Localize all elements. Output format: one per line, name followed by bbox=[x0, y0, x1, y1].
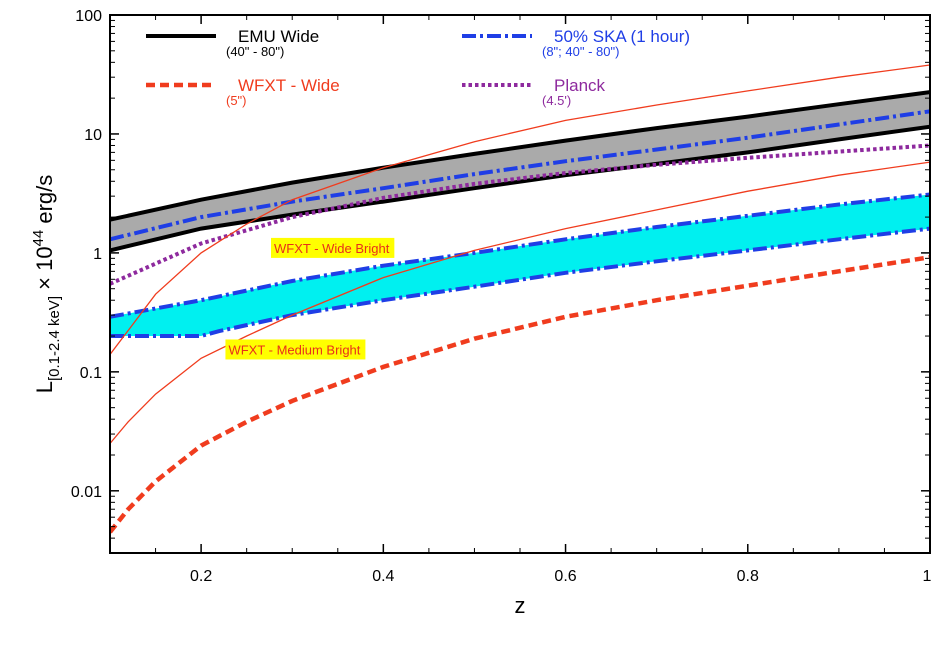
legend-label-3: Planck bbox=[554, 76, 606, 95]
x-tick-label: 0.4 bbox=[372, 568, 394, 585]
legend-label-0: EMU Wide bbox=[238, 27, 319, 46]
legend-label-1: 50% SKA (1 hour) bbox=[554, 27, 690, 46]
legend-detail-0: (40" - 80") bbox=[226, 44, 284, 59]
series-line-7 bbox=[110, 64, 930, 355]
axis-ticks: 0.01 0.1 1 10 100 0.2 0.4 0.6 0.8 1 bbox=[71, 8, 932, 585]
annotations: WFXT - Wide Bright WFXT - Medium Bright bbox=[225, 237, 395, 360]
annotation-0: WFXT - Wide Bright bbox=[271, 237, 395, 258]
x-tick-label: 0.8 bbox=[737, 568, 759, 585]
annotation-bg bbox=[225, 339, 366, 360]
series-line-0 bbox=[110, 90, 930, 222]
y-tick-label: 100 bbox=[75, 8, 102, 25]
series-line-5 bbox=[110, 143, 930, 286]
annotation-bg bbox=[271, 237, 395, 258]
series-line-6 bbox=[110, 254, 930, 534]
x-axis-title: z bbox=[515, 593, 526, 618]
legend-detail-3: (4.5') bbox=[542, 93, 571, 108]
y-axis-title-tail: erg/s bbox=[32, 175, 57, 230]
series-line-1 bbox=[110, 124, 930, 253]
y-tick-label: 0.1 bbox=[80, 365, 102, 382]
y-axis-title-superscript: 44 bbox=[30, 230, 47, 247]
y-tick-label: 1 bbox=[93, 246, 102, 263]
x-tick-label: 0.2 bbox=[190, 568, 212, 585]
annotation-label: WFXT - Wide Bright bbox=[274, 241, 390, 256]
series-line-8 bbox=[110, 161, 930, 444]
legend: EMU Wide(40" - 80") 50% SKA (1 hour)(8"; … bbox=[146, 27, 690, 108]
annotation-1: WFXT - Medium Bright bbox=[225, 339, 366, 360]
y-axis-title-mid: × 10 bbox=[32, 246, 57, 296]
y-tick-label: 0.01 bbox=[71, 484, 102, 501]
y-axis-title: L[0.1-2.4 keV] × 1044 erg/s bbox=[30, 175, 63, 394]
series-line-4 bbox=[110, 226, 930, 338]
y-axis-title-subscript: [0.1-2.4 keV] bbox=[46, 296, 63, 381]
legend-label-2: WFXT - Wide bbox=[238, 76, 340, 95]
legend-detail-2: (5") bbox=[226, 93, 247, 108]
y-tick-label: 10 bbox=[84, 127, 102, 144]
legend-detail-1: (8"; 40" - 80") bbox=[542, 44, 619, 59]
annotation-label: WFXT - Medium Bright bbox=[228, 342, 360, 357]
plot-area bbox=[110, 64, 930, 534]
x-tick-label: 1 bbox=[923, 568, 932, 585]
series-group bbox=[110, 64, 930, 534]
y-axis-title-main: L bbox=[32, 381, 57, 393]
band-ska-band bbox=[110, 194, 930, 336]
x-tick-label: 0.6 bbox=[554, 568, 576, 585]
